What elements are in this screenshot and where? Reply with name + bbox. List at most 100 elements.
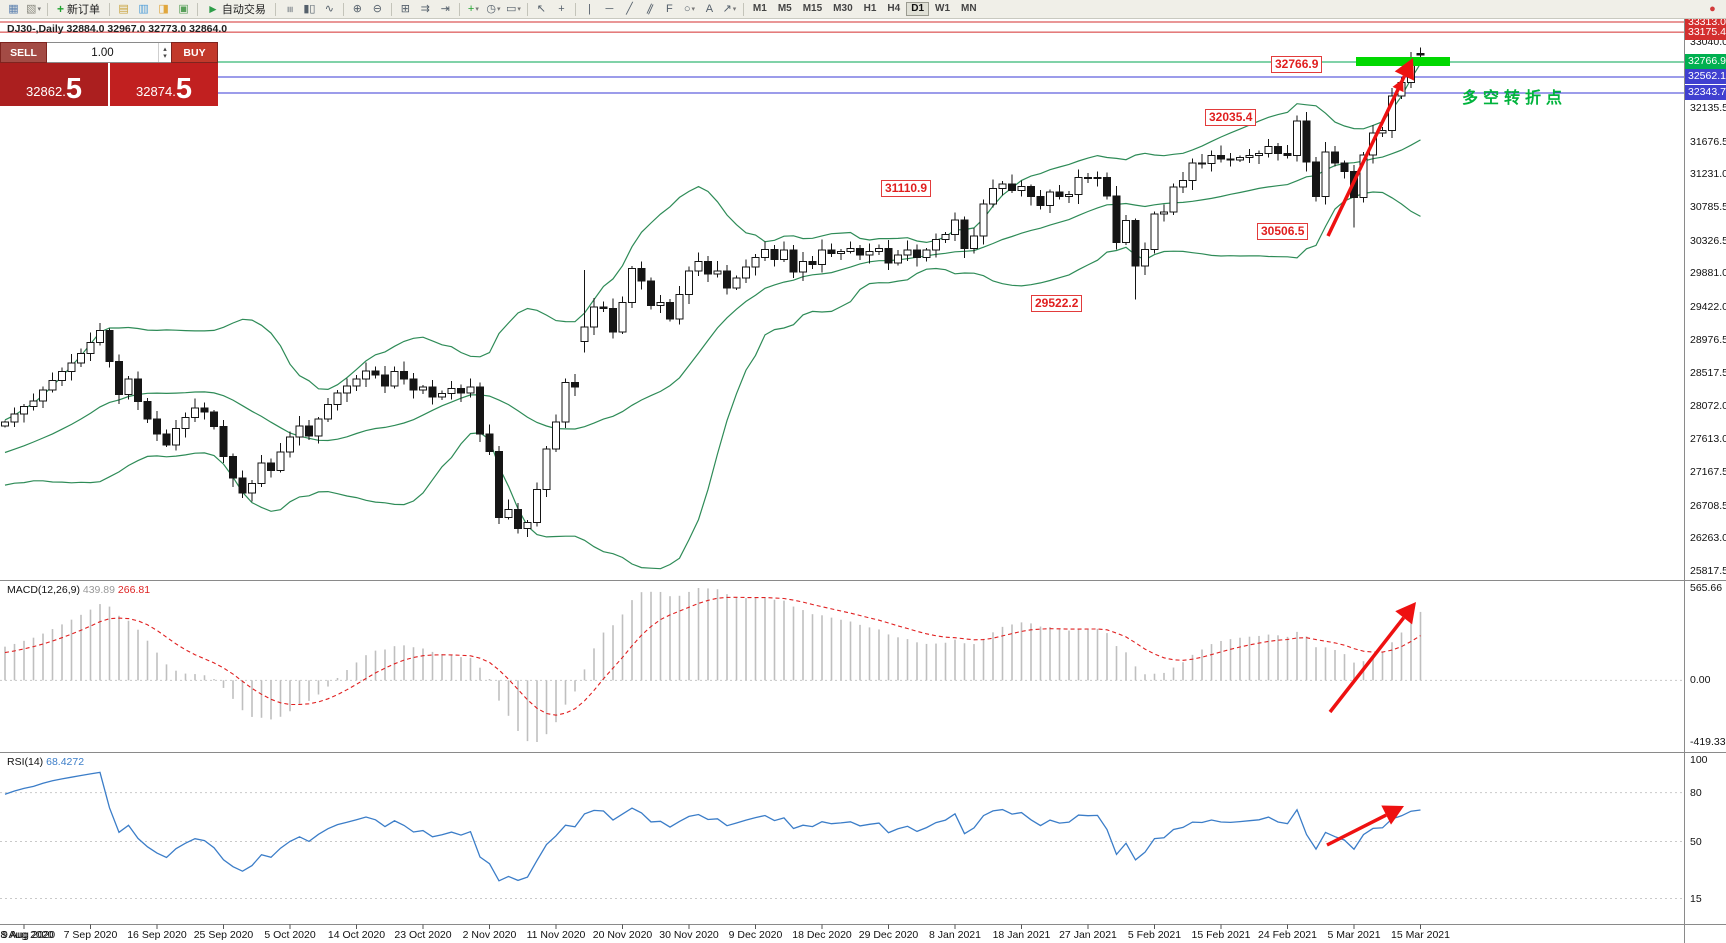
zoom-out-icon[interactable]: ⊖	[372, 2, 383, 15]
tf-h4[interactable]: H4	[887, 3, 901, 14]
toolbar-separator	[742, 2, 744, 16]
data-window-icon[interactable]: ▥	[138, 2, 149, 15]
date-label: 7 Sep 2020	[63, 929, 118, 941]
price-scale-marker: 33175.4	[1685, 24, 1726, 40]
main-trend-arrow-thin[interactable]	[1336, 79, 1404, 220]
date-label: 9 Dec 2020	[728, 929, 783, 941]
date-label: 27 Jan 2021	[1059, 929, 1117, 941]
rsi-trend-arrow[interactable]	[1326, 805, 1404, 847]
trendline-icon[interactable]: ╱	[626, 2, 633, 15]
volume-spinner[interactable]: ▴ ▾	[158, 43, 171, 62]
price-annotation-tag[interactable]: 29522.2	[1031, 295, 1083, 312]
tf-m1[interactable]: M1	[752, 3, 767, 14]
chart-shift-icon[interactable]: ⇥	[440, 2, 451, 15]
price-annotation-tag[interactable]: 31110.9	[881, 180, 932, 197]
toolbar-separator	[458, 2, 460, 16]
trend-arrows[interactable]	[1326, 58, 1416, 847]
toolbar-separator	[342, 2, 344, 16]
tf-w1[interactable]: W1	[935, 3, 951, 14]
fibonacci-icon[interactable]: F	[666, 2, 673, 15]
rsi-scale-label: 80	[1690, 786, 1702, 799]
date-label: 23 Oct 2020	[394, 929, 452, 941]
price-scale-tick: 26708.5	[1690, 499, 1726, 512]
bid-price-panel[interactable]: 32862. 5	[0, 63, 108, 106]
toolbar-separator	[274, 2, 276, 16]
date-label: 25 Sep 2020	[193, 929, 254, 941]
vertical-line-icon[interactable]: |	[587, 2, 591, 15]
macd-main-value: 439.89	[82, 584, 115, 596]
ask-price-panel[interactable]: 32874. 5	[110, 63, 218, 106]
candlestick-chart-icon[interactable]: ▮▯	[303, 2, 316, 15]
date-label: 24 Feb 2021	[1258, 929, 1317, 941]
line-chart-icon[interactable]: ∿	[324, 2, 335, 15]
arrows-icon[interactable]: ↗ ▾	[722, 2, 737, 15]
macd-signal-value: 266.81	[117, 584, 151, 596]
green-highlight-bar[interactable]	[1356, 57, 1450, 66]
toolbar-separator	[526, 2, 528, 16]
price-scale-tick: 30326.5	[1690, 234, 1726, 247]
dropdown-arrow-icon: ▾	[732, 5, 737, 13]
trend-note-text[interactable]: 多空转折点	[1462, 90, 1568, 107]
volume-stepper[interactable]: 1.00 ▴ ▾	[47, 42, 171, 63]
crosshair-icon[interactable]: +	[558, 2, 565, 15]
terminal-icon[interactable]: ▣	[178, 2, 189, 15]
date-label: 16 Sep 2020	[127, 929, 187, 941]
bar-chart-icon[interactable]: ≡	[283, 5, 296, 13]
text-icon[interactable]: A	[705, 2, 714, 15]
shapes-icon[interactable]: ○ ▾	[683, 2, 695, 15]
record-icon[interactable]: ●	[1709, 2, 1716, 15]
date-label: 15 Feb 2021	[1191, 929, 1251, 941]
panel-dividers	[0, 19, 1726, 943]
macd-trend-arrow[interactable]	[1328, 602, 1416, 714]
cursor-icon[interactable]: ↖	[536, 2, 547, 15]
tf-m30[interactable]: M30	[833, 3, 853, 14]
price-scale-tick: 26263.0	[1690, 532, 1726, 545]
tile-windows-icon[interactable]: ⊞	[400, 2, 411, 15]
rsi-scale-label: 50	[1690, 835, 1702, 848]
tf-d1[interactable]: D1	[906, 2, 930, 16]
autotrading-button[interactable]: ► 自动交易	[202, 1, 271, 17]
price-annotation-tag[interactable]: 32766.9	[1271, 56, 1323, 73]
date-label: 20 Nov 2020	[592, 929, 653, 941]
rsi-series	[0, 771, 1684, 900]
macd-scale-label: 0.00	[1690, 674, 1711, 687]
profiles-icon[interactable]: ▧ ▾	[26, 2, 41, 15]
periods-icon[interactable]: ◷ ▾	[486, 2, 501, 15]
toolbar-separator	[197, 2, 199, 16]
price-scale-tick: 29422.0	[1690, 300, 1726, 313]
new-chart-icon[interactable]: ▦	[8, 2, 19, 15]
date-label: 30 Nov 2020	[659, 929, 719, 941]
price-annotation-tag[interactable]: 30506.5	[1257, 223, 1309, 240]
tf-h1[interactable]: H1	[863, 3, 877, 14]
auto-scroll-icon[interactable]: ⇉	[420, 2, 431, 15]
date-label: 15 Mar 2021	[1391, 929, 1450, 941]
tf-mn[interactable]: MN	[961, 3, 977, 14]
price-scale-tick: 29881.0	[1690, 267, 1726, 280]
navigator-icon[interactable]: ◨	[158, 2, 169, 15]
volume-down-icon[interactable]: ▾	[163, 52, 167, 60]
tf-m15[interactable]: M15	[802, 3, 823, 14]
new-order-button[interactable]: + 新订单	[52, 1, 105, 17]
sell-button[interactable]: SELL	[0, 42, 47, 63]
market-watch-icon[interactable]: ▤	[118, 2, 129, 15]
tf-m5[interactable]: M5	[777, 3, 792, 14]
price-scale-tick: 31231.0	[1690, 168, 1726, 181]
date-label: 5 Feb 2021	[1127, 929, 1182, 941]
dropdown-arrow-icon: ▾	[517, 5, 521, 13]
price-scale-tick: 28976.5	[1690, 333, 1726, 346]
volume-up-icon[interactable]: ▴	[163, 45, 167, 53]
zoom-in-icon[interactable]: ⊕	[352, 2, 363, 15]
templates-icon[interactable]: ▭ ▾	[505, 2, 521, 15]
buy-button[interactable]: BUY	[171, 42, 218, 63]
channel-icon[interactable]: ∥	[644, 1, 655, 16]
dropdown-arrow-icon: ▾	[37, 5, 41, 13]
indicators-icon[interactable]: + ▾	[467, 2, 479, 15]
horizontal-line-icon[interactable]: ─	[605, 2, 614, 15]
date-label: 18 Dec 2020	[792, 929, 852, 941]
chart-symbol-title: DJ30-,Daily 32884.0 32967.0 32773.0 3286…	[7, 23, 228, 35]
one-click-trading-panel: SELL 1.00 ▴ ▾ BUY 32862. 5 32874. 5	[0, 42, 218, 106]
price-annotation-tag[interactable]: 32035.4	[1205, 109, 1257, 126]
price-scale-tick: 27613.0	[1690, 433, 1726, 446]
